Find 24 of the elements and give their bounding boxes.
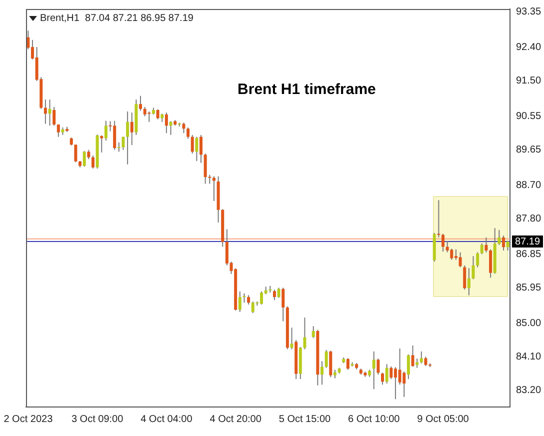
y-tick-label: 93.35 — [516, 6, 542, 18]
y-tick-label: 89.65 — [516, 144, 542, 156]
y-tick-label: 86.85 — [516, 248, 542, 260]
x-tick-label: 5 Oct 15:00 — [278, 414, 332, 425]
candlestick — [148, 111, 151, 122]
y-tick-label: 88.70 — [516, 180, 542, 192]
y-tick-label: 92.40 — [516, 42, 542, 54]
y-tick-label: 85.95 — [516, 282, 542, 294]
text: Brent H1 timeframe — [238, 81, 376, 98]
y-tick-label: 90.55 — [516, 111, 542, 122]
y-tick-label: 91.50 — [516, 76, 542, 87]
x-tick-label: 2 Oct 2023 — [4, 414, 54, 425]
x-tick-label: 3 Oct 09:00 — [71, 414, 124, 425]
y-tick-label: 83.20 — [516, 384, 542, 396]
x-tick-label: 4 Oct 20:00 — [210, 414, 262, 425]
x-tick-label: 9 Oct 05:00 — [417, 414, 470, 425]
y-tick-label: 87.80 — [516, 214, 542, 225]
y-tick-label: 84.10 — [516, 351, 542, 362]
ref-line-label: 87.19 — [514, 236, 540, 248]
annotation: Brent,H1 87.04 87.21 86.95 87.19 — [40, 12, 194, 24]
x-tick-label: 6 Oct 10:00 — [348, 414, 400, 425]
x-tick-label: 4 Oct 04:00 — [140, 414, 193, 425]
candlestick — [437, 200, 440, 238]
y-tick-label: 85.00 — [516, 318, 542, 329]
